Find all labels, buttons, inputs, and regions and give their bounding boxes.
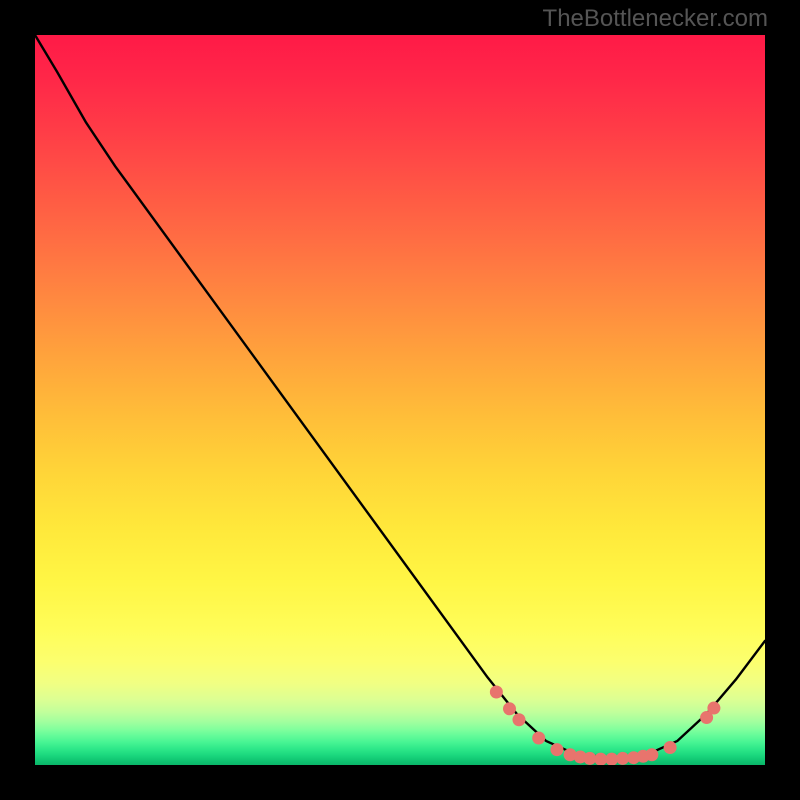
plot-area bbox=[35, 35, 765, 765]
data-marker bbox=[550, 743, 563, 756]
data-marker bbox=[532, 731, 545, 744]
data-marker bbox=[512, 713, 525, 726]
data-marker bbox=[490, 686, 503, 699]
watermark-text: TheBottlenecker.com bbox=[543, 5, 768, 33]
data-marker bbox=[707, 702, 720, 715]
curve-layer bbox=[35, 35, 765, 765]
data-marker bbox=[503, 702, 516, 715]
bottleneck-curve bbox=[35, 35, 765, 758]
data-marker bbox=[645, 748, 658, 761]
marker-group bbox=[490, 686, 721, 766]
data-marker bbox=[664, 741, 677, 754]
chart-frame: TheBottlenecker.com bbox=[0, 0, 800, 800]
